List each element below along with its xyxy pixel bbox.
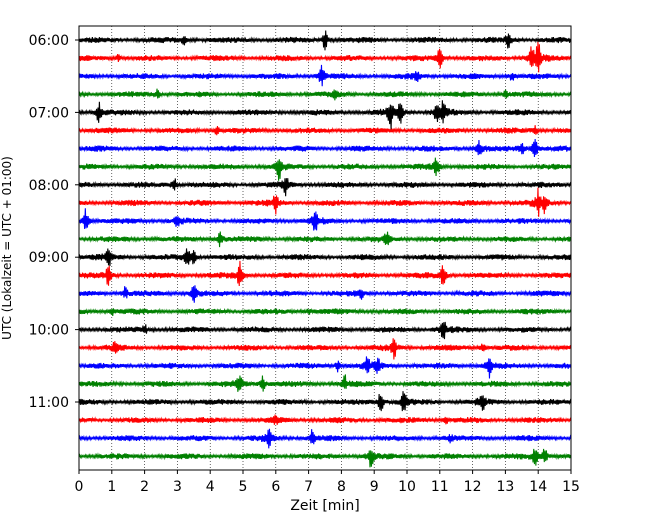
trace-line — [78, 448, 572, 468]
x-tick-label: 0 — [75, 479, 84, 495]
trace-line — [78, 41, 572, 73]
x-tick-label: 10 — [398, 479, 416, 495]
y-axis: 06:00 07:00 08:00 09:00 10:00 11:00 — [29, 33, 79, 411]
x-axis-label: Zeit [min] — [290, 498, 359, 514]
trace-line — [78, 260, 572, 287]
x-tick-label: 7 — [304, 479, 313, 495]
x-tick-label: 5 — [239, 479, 248, 495]
trace-line — [78, 231, 572, 248]
trace-line — [78, 414, 572, 425]
x-tick-label: 11 — [431, 479, 449, 495]
trace-line — [78, 391, 572, 412]
x-tick-label: 6 — [271, 479, 280, 495]
y-axis-label: UTC (Lokalzeit = UTC + 01:00) — [0, 156, 14, 340]
x-tick-label: 2 — [140, 479, 149, 495]
trace-line — [78, 187, 572, 217]
trace-line — [78, 321, 572, 340]
x-tick-label: 8 — [337, 479, 346, 495]
x-tick-label: 13 — [496, 479, 514, 495]
trace-line — [78, 428, 572, 449]
trace-line — [78, 208, 572, 231]
y-tick-label: 07:00 — [29, 105, 69, 121]
y-tick-label: 08:00 — [29, 178, 69, 194]
trace-line — [78, 338, 572, 360]
grid — [111, 26, 539, 470]
trace-line — [78, 178, 572, 197]
trace-line — [78, 88, 572, 101]
trace-line — [78, 125, 572, 136]
plot-frame — [78, 25, 572, 471]
x-tick-label: 9 — [370, 479, 379, 495]
trace-line — [78, 248, 572, 266]
x-axis: 0 1 2 3 4 5 6 7 8 9 10 11 12 13 14 15 — [75, 470, 580, 495]
x-tick-label: 15 — [562, 479, 580, 495]
y-tick-label: 09:00 — [29, 250, 69, 266]
trace-line — [78, 285, 572, 303]
x-tick-label: 3 — [173, 479, 182, 495]
trace-line — [78, 307, 572, 316]
x-tick-label: 1 — [107, 479, 116, 495]
trace-line — [78, 30, 572, 51]
x-tick-label: 12 — [464, 479, 482, 495]
y-tick-label: 10:00 — [29, 323, 69, 339]
trace-line — [78, 64, 572, 87]
y-tick-label: 11:00 — [29, 395, 69, 411]
trace-line — [78, 139, 572, 158]
y-tick-label: 06:00 — [29, 33, 69, 49]
trace-line — [78, 374, 572, 392]
trace-line — [78, 356, 572, 379]
traces — [78, 30, 572, 468]
trace-line — [78, 100, 572, 130]
trace-line — [78, 157, 572, 181]
x-tick-label: 4 — [206, 479, 215, 495]
x-tick-label: 14 — [529, 479, 547, 495]
